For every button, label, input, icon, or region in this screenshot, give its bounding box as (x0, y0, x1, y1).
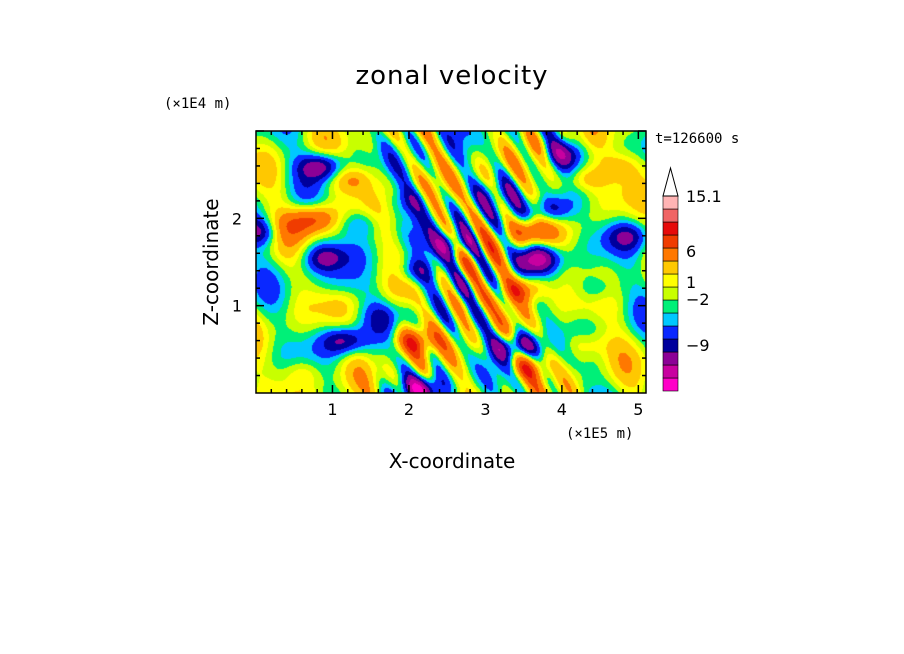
colorbar: 15.1 6 1−2 −9 (662, 166, 722, 392)
colorbar-segment (662, 208, 679, 223)
colorbar-segment (662, 312, 679, 327)
y-unit-label: (×1E4 m) (164, 96, 231, 112)
chart-title: zonal velocity (355, 61, 548, 91)
x-unit-label: (×1E5 m) (566, 426, 633, 442)
x-tick-label: 2 (404, 400, 414, 419)
colorbar-extend-arrow (662, 166, 679, 197)
colorbar-label: 6 (686, 242, 696, 261)
colorbar-label: −2 (686, 290, 710, 309)
colorbar-segment (662, 273, 679, 288)
x-tick-label: 4 (557, 400, 567, 419)
time-label: t=126600 s (655, 131, 739, 147)
colorbar-segment (662, 299, 679, 314)
y-axis-label: Z-coordinate (199, 198, 223, 325)
plot-frame (255, 130, 647, 394)
colorbar-label: 15.1 (686, 187, 722, 206)
x-tick-label: 1 (327, 400, 337, 419)
x-tick-label: 5 (633, 400, 643, 419)
colorbar-segment (662, 260, 679, 275)
x-tick-label: 3 (480, 400, 490, 419)
colorbar-segment (662, 234, 679, 249)
colorbar-segment (662, 364, 679, 379)
x-axis-label: X-coordinate (389, 449, 516, 473)
colorbar-segment (662, 338, 679, 353)
y-tick-label: 2 (232, 209, 242, 228)
colorbar-label: −9 (686, 336, 710, 355)
colorbar-segment (662, 286, 679, 301)
x-axis: 1 2 3 4 5 (270, 131, 643, 419)
colorbar-segment (662, 351, 679, 366)
colorbar-segment (662, 325, 679, 340)
y-tick-label: 1 (232, 297, 242, 316)
heatmap-field (256, 131, 646, 393)
colorbar-segment (662, 377, 679, 392)
heatmap-image (256, 131, 646, 393)
colorbar-segment (662, 247, 679, 262)
y-axis: 12 (232, 130, 646, 377)
colorbar-segment (662, 221, 679, 236)
colorbar-label: 1 (686, 273, 696, 292)
colorbar-segment (662, 195, 679, 210)
